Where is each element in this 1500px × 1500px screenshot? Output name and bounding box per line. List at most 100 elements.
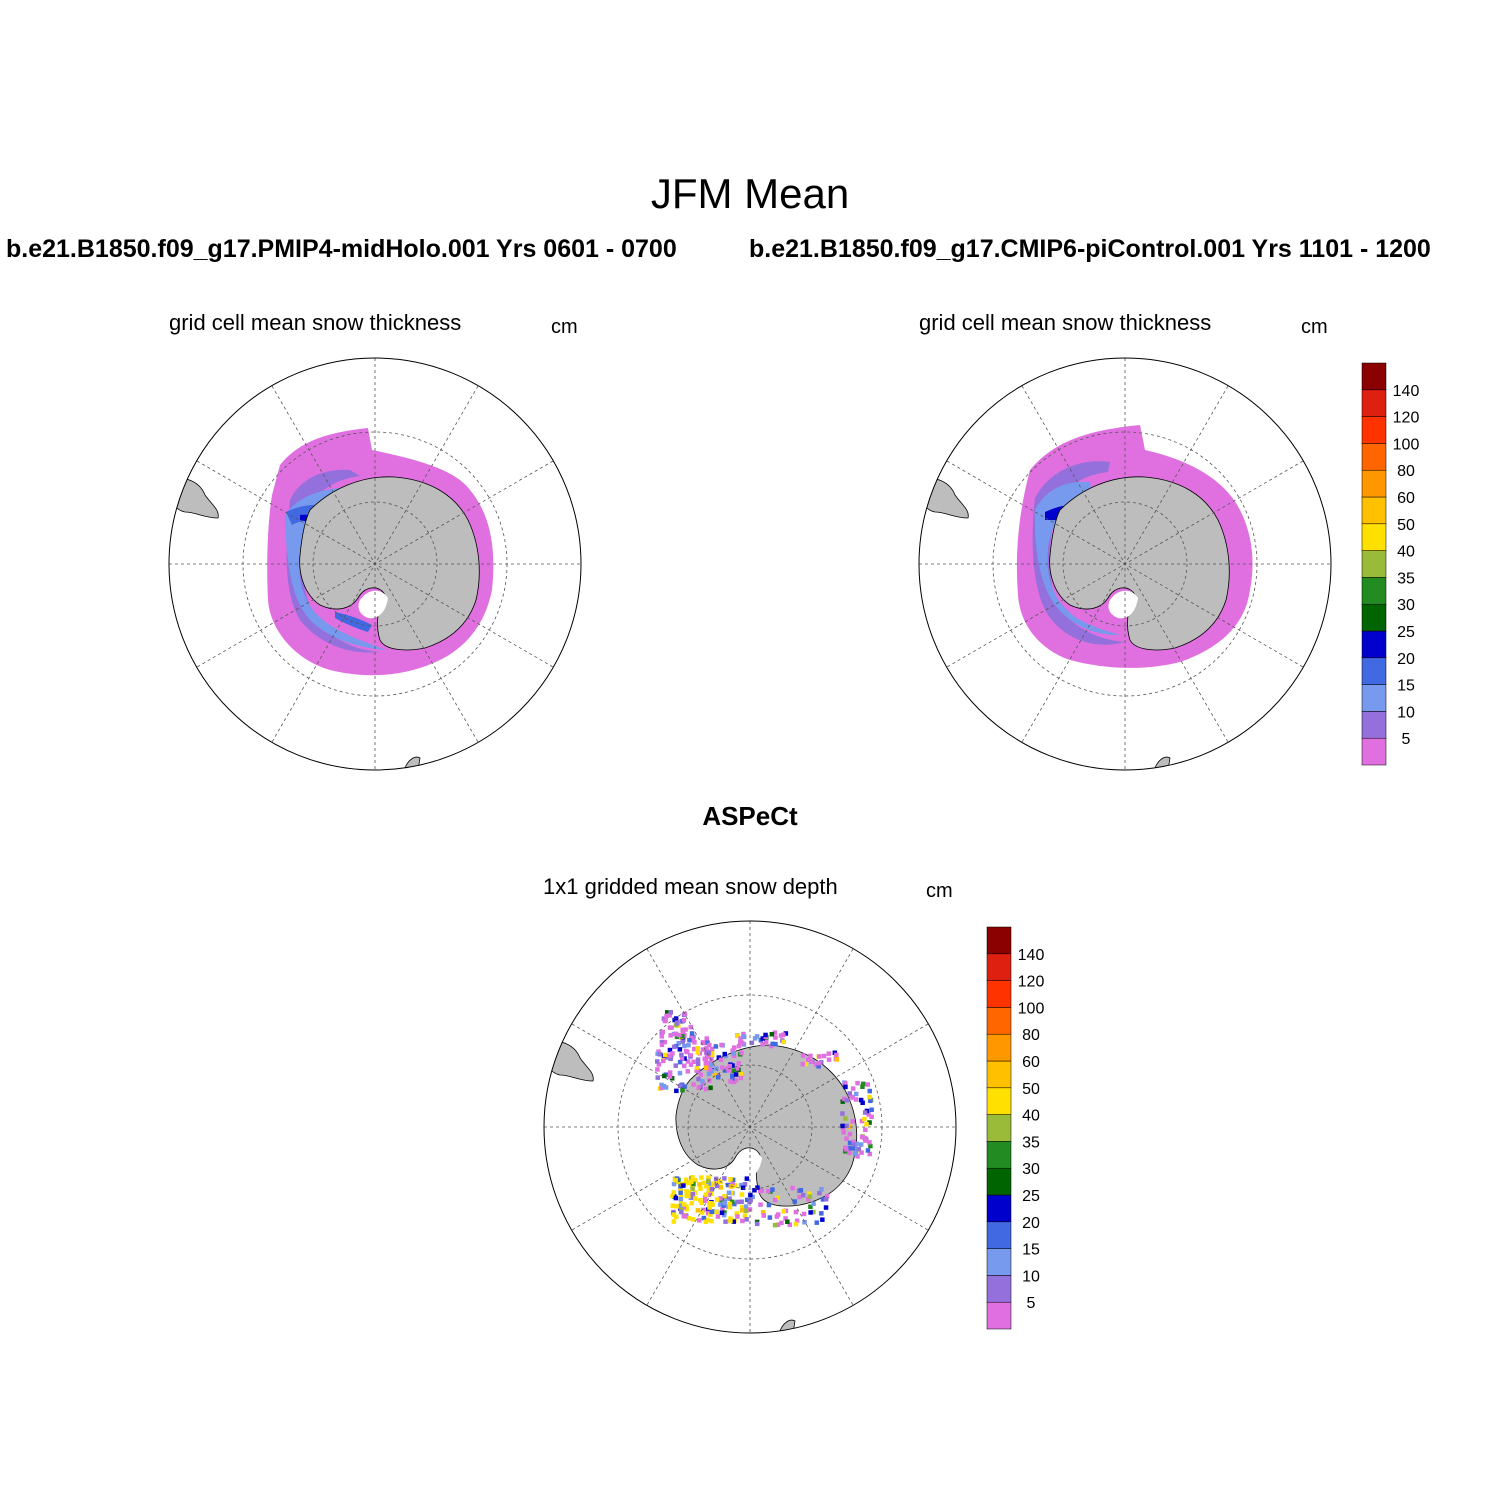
obs-grid-cell <box>811 1209 816 1215</box>
obs-grid-cell <box>858 1142 864 1147</box>
obs-grid-cell <box>718 1179 723 1185</box>
obs-grid-cell <box>720 1065 725 1070</box>
obs-grid-cell <box>862 1116 867 1122</box>
obs-grid-cell <box>703 1065 709 1070</box>
figure-title: JFM Mean <box>650 170 850 217</box>
obs-grid-cell <box>731 1219 736 1224</box>
colorbar-tick-label: 20 <box>1022 1215 1040 1232</box>
obs-grid-cell <box>817 1054 822 1059</box>
obs-grid-cell <box>740 1218 745 1224</box>
colorbar-swatch <box>986 1301 1012 1330</box>
obs-grid-cell <box>770 1187 775 1192</box>
obs-grid-cell <box>847 1091 852 1096</box>
obs-grid-cell <box>868 1098 873 1103</box>
colorbar-tick-label: 80 <box>1397 463 1415 480</box>
obs-grid-cell <box>690 1175 695 1180</box>
colorbar-tick-label: 15 <box>1022 1242 1040 1259</box>
obs-grid-cell <box>667 1070 673 1075</box>
obs-grid-cell <box>700 1047 706 1052</box>
obs-grid-cell <box>707 1067 712 1072</box>
obs-grid-cell <box>743 1204 749 1209</box>
obs-grid-cell <box>735 1214 740 1219</box>
obs-grid-cell <box>783 1031 789 1036</box>
obs-grid-cell <box>844 1123 849 1129</box>
obs-grid-cell <box>860 1084 865 1089</box>
colorbar-swatch <box>986 1248 1012 1276</box>
colorbar-tick-label: 120 <box>1018 974 1045 991</box>
south-america-land <box>544 1041 594 1082</box>
obs-grid-cell <box>698 1198 703 1203</box>
obs-grid-cell <box>712 1073 718 1078</box>
obs-grid-cell <box>781 1032 786 1037</box>
colorbar-tick-label: 15 <box>1397 678 1415 695</box>
obs-grid-cell <box>706 1175 711 1180</box>
obs-grid-cell <box>730 1199 735 1205</box>
obs-grid-cell <box>722 1210 727 1215</box>
obs-grid-cell <box>800 1061 805 1067</box>
obs-grid-cell <box>682 1084 687 1089</box>
obs-grid-cell <box>681 1205 686 1210</box>
obs-grid-cell <box>695 1057 701 1062</box>
obs-grid-cell <box>735 1033 740 1038</box>
obs-grid-cell <box>738 1075 744 1081</box>
obs-grid-cell <box>866 1112 871 1117</box>
obs-grid-cell <box>844 1098 849 1103</box>
map-boundary-2 <box>918 357 1332 771</box>
obs-grid-cell <box>768 1043 774 1049</box>
obs-grid-cell <box>681 1029 686 1034</box>
obs-grid-cell <box>826 1051 831 1056</box>
obs-grid-cell <box>732 1183 738 1188</box>
new-zealand-land <box>779 1319 796 1333</box>
obs-grid-cell <box>706 1071 712 1077</box>
obs-grid-cell <box>671 1212 677 1217</box>
obs-grid-cell <box>721 1203 726 1208</box>
obs-grid-cell <box>808 1210 813 1215</box>
obs-grid-cell <box>843 1081 848 1086</box>
obs-grid-cell <box>847 1140 853 1146</box>
obs-grid-cell <box>715 1075 721 1080</box>
obs-grid-cell <box>824 1197 829 1202</box>
obs-grid-cell <box>706 1051 712 1056</box>
obs-grid-cell <box>859 1134 865 1140</box>
obs-grid-cell <box>701 1180 706 1186</box>
colorbar-tick-label: 80 <box>1022 1027 1040 1044</box>
obs-grid-cell <box>758 1202 763 1207</box>
panel-2-title: grid cell mean snow thickness <box>919 310 1212 335</box>
obs-grid-cell <box>662 1052 668 1058</box>
obs-grid-cell <box>808 1053 813 1059</box>
obs-grid-cell <box>698 1072 703 1077</box>
obs-grid-cell <box>752 1036 758 1041</box>
obs-grid-cell <box>730 1073 735 1078</box>
antarctica-land <box>299 476 480 651</box>
obs-grid-cell <box>807 1194 813 1199</box>
colorbar-swatch <box>1361 603 1387 632</box>
obs-grid-cell <box>667 1053 672 1058</box>
obs-grid-cell <box>749 1040 755 1046</box>
obs-grid-cell <box>834 1057 840 1062</box>
obs-grid-cell <box>710 1052 715 1057</box>
obs-grid-cell <box>714 1183 720 1189</box>
obs-grid-cell <box>723 1219 728 1224</box>
obs-grid-cell <box>860 1100 865 1105</box>
obs-grid-cell <box>840 1123 845 1129</box>
obs-grid-cell <box>728 1177 733 1182</box>
obs-grid-cell <box>843 1116 848 1121</box>
obs-grid-cell <box>703 1059 709 1065</box>
obs-grid-cell <box>761 1213 766 1218</box>
obs-grid-cell <box>865 1082 870 1087</box>
colorbar-tick-label: 40 <box>1397 544 1415 561</box>
colorbar-swatch <box>986 1275 1012 1303</box>
obs-grid-cell <box>673 1031 679 1037</box>
obs-grid-cell <box>709 1068 715 1074</box>
obs-grid-cell <box>745 1197 750 1203</box>
obs-grid-cell <box>716 1055 722 1060</box>
obs-grid-cell <box>739 1182 744 1188</box>
obs-grid-cell <box>709 1218 714 1224</box>
obs-grid-cell <box>840 1099 845 1104</box>
obs-grid-cell <box>766 1188 771 1194</box>
obs-grid-cell <box>709 1062 714 1068</box>
obs-grid-cell <box>691 1082 696 1087</box>
colorbar-tick-label: 50 <box>1022 1081 1040 1098</box>
obs-grid-cell <box>684 1193 689 1199</box>
obs-grid-cell <box>704 1036 709 1041</box>
